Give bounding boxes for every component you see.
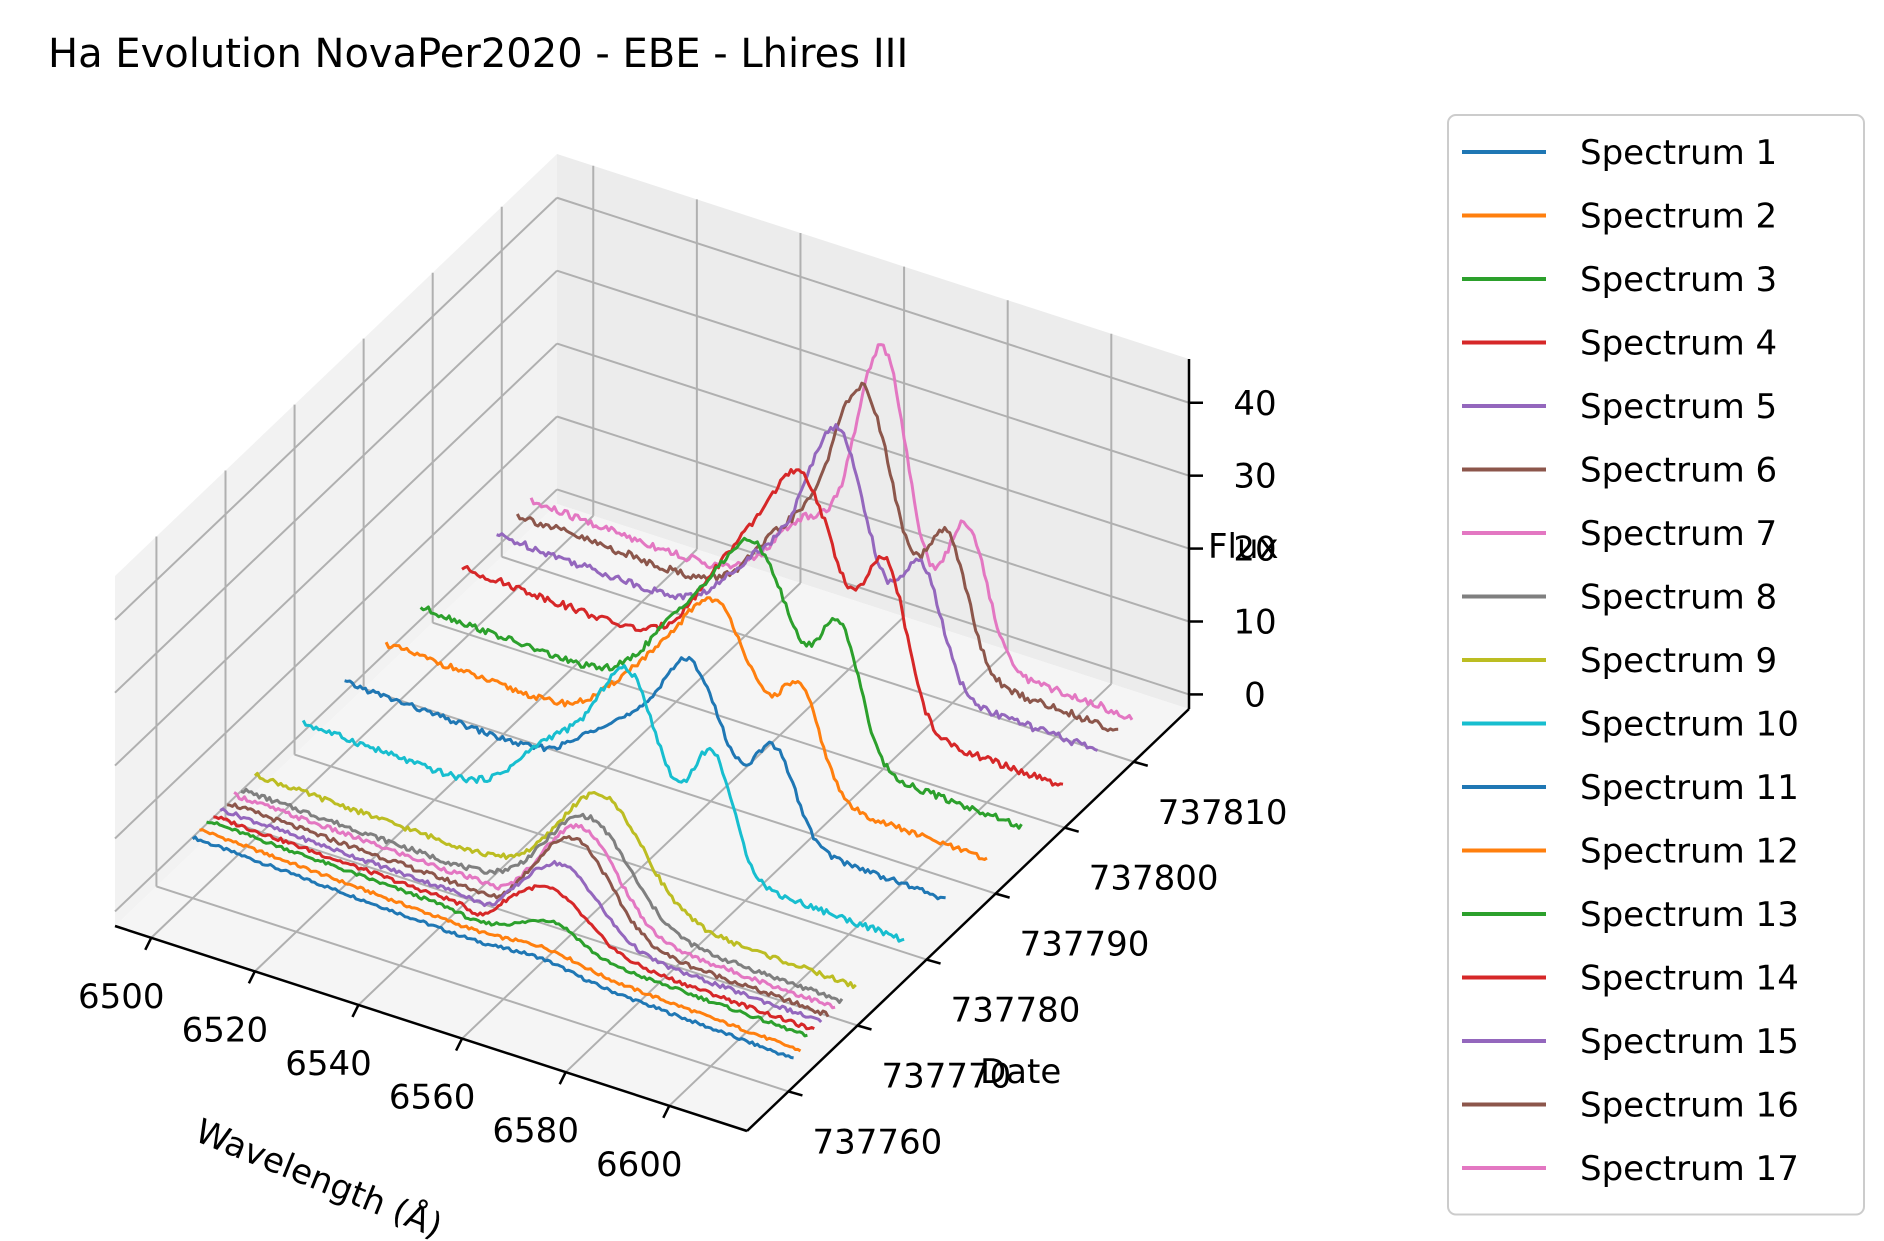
y-tick-mark [788, 1090, 803, 1097]
series-line-10 [301, 664, 905, 943]
legend-label: Spectrum 16 [1580, 1086, 1799, 1126]
x-axis-label: Wavelength (Å) [190, 1110, 449, 1241]
y-tick-mark [1064, 826, 1080, 833]
axis-lines [114, 359, 1203, 1133]
series-line-1 [191, 835, 794, 1060]
x-tick-mark [247, 970, 256, 984]
legend-label: Spectrum 11 [1580, 768, 1799, 808]
grid-line-y [432, 621, 1065, 829]
series-line-16 [515, 381, 1119, 733]
grid-line-z [114, 197, 558, 621]
x-tick-mark [454, 1038, 464, 1052]
x-tick-label: 6600 [596, 1145, 683, 1185]
z-tick-label: 20 [1233, 530, 1276, 570]
legend-label: Spectrum 2 [1580, 197, 1777, 237]
y-tick-mark [995, 892, 1010, 899]
x-tick-mark [662, 1105, 671, 1119]
grid-line-z [114, 488, 558, 913]
grid-line-z [114, 269, 558, 694]
series-line-13 [419, 536, 1023, 830]
legend-label: Spectrum 4 [1580, 324, 1777, 364]
grid-line-z [556, 196, 1190, 404]
series-line-5 [219, 807, 823, 1024]
grid-line-z [556, 488, 1190, 696]
floor-pane [115, 504, 1189, 1131]
legend-label: Spectrum 3 [1580, 260, 1777, 300]
legend-label: Spectrum 12 [1580, 832, 1799, 872]
y-tick-mark [857, 1024, 872, 1031]
grid-line-x [357, 582, 802, 1006]
legend-label: Spectrum 5 [1580, 387, 1777, 427]
y-axis-line [746, 708, 1190, 1132]
y-tick-label: 737790 [1020, 925, 1150, 965]
x-tick-label: 6500 [78, 977, 165, 1017]
y-tick-mark [1133, 760, 1149, 767]
y-tick-mark [926, 958, 941, 965]
z-tick-label: 0 [1244, 675, 1266, 715]
series-line-3 [206, 820, 808, 1038]
series-line-14 [461, 468, 1064, 787]
legend-label: Spectrum 6 [1580, 451, 1777, 491]
grid-line-z [114, 415, 558, 840]
grid-line-y [225, 819, 858, 1027]
y-tick-label: 737770 [882, 1057, 1012, 1097]
grid-line-z [556, 415, 1190, 623]
legend-label: Spectrum 7 [1580, 514, 1777, 554]
legend-label: Spectrum 13 [1580, 895, 1799, 935]
z-tick-label: 10 [1233, 603, 1276, 643]
series-lines [191, 343, 1134, 1060]
series-line-12 [384, 596, 988, 861]
legend-label: Spectrum 10 [1580, 705, 1799, 745]
legend-label: Spectrum 15 [1580, 1022, 1799, 1062]
series-line-8 [240, 787, 844, 1004]
grid-line-z [114, 342, 558, 767]
grid-line-y [294, 753, 927, 961]
z-axis-label: Flux [1208, 527, 1279, 567]
grid-line-y [363, 687, 996, 895]
grid-line-z [556, 342, 1190, 550]
legend-label: Spectrum 8 [1580, 578, 1777, 618]
grid-line-x [668, 683, 1112, 1107]
grid-line-y [501, 555, 1135, 763]
x-tick-mark [351, 1004, 360, 1018]
series-line-17 [529, 343, 1134, 721]
grid-line-z [556, 269, 1190, 477]
series-line-6 [226, 802, 830, 1018]
legend-label: Spectrum 1 [1580, 133, 1777, 173]
legend: Spectrum 1 Spectrum 2 Spectrum 3 Spectrum 4… [1447, 114, 1865, 1216]
y-tick-label: 737780 [951, 991, 1081, 1031]
series-line-4 [213, 815, 815, 1031]
grid-line-y [156, 885, 789, 1093]
x-tick-label: 6540 [285, 1044, 372, 1084]
y-tick-label: 737810 [1158, 793, 1288, 833]
grid-line-x [254, 548, 698, 973]
series-line-2 [199, 828, 802, 1053]
z-tick-label: 40 [1233, 384, 1276, 424]
x-tick-label: 6580 [492, 1111, 579, 1151]
y-tick-label: 737760 [812, 1122, 942, 1162]
x-tick-label: 6520 [182, 1010, 269, 1050]
y-axis-label: Date [980, 1052, 1061, 1092]
chart-title: Ha Evolution NovaPer2020 - EBE - Lhires … [48, 31, 908, 77]
x-axis-line [114, 924, 748, 1133]
z-tick-label: 30 [1233, 457, 1276, 497]
series-line-15 [496, 423, 1098, 752]
grid-line-x [461, 615, 905, 1040]
legend-label: Spectrum 9 [1580, 641, 1777, 681]
x-tick-label: 6560 [389, 1078, 476, 1118]
y-tick-label: 737800 [1089, 859, 1219, 899]
tick-labels: 6500 6520 6540 6560 6580 6600 737760 737770 7377… [78, 384, 1288, 1185]
legend-box [1447, 114, 1865, 1216]
x-tick-mark [144, 937, 153, 951]
legend-label: Spectrum 17 [1580, 1149, 1799, 1189]
legend-label: Spectrum 14 [1580, 959, 1799, 999]
x-tick-mark [558, 1071, 567, 1085]
series-line-9 [253, 771, 857, 989]
